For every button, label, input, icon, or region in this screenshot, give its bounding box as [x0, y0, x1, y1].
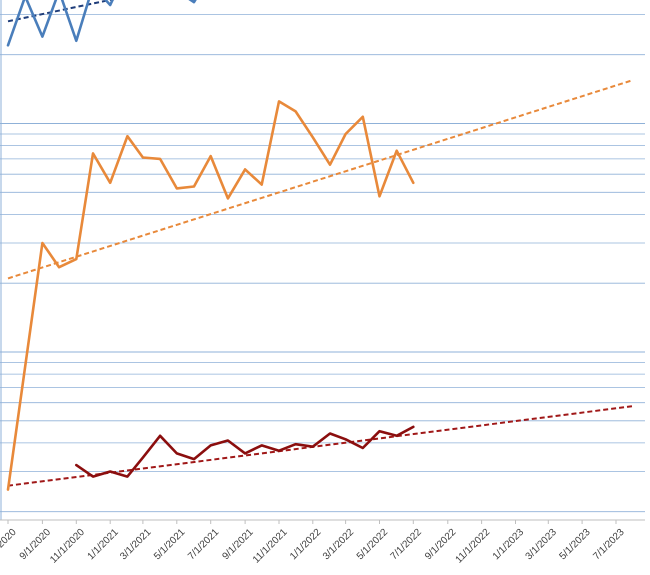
x-tick-label: 1/1/2021 — [86, 527, 122, 563]
x-tick-label: 3/1/2023 — [524, 527, 560, 563]
x-tick-label: 7/1/2021 — [186, 527, 222, 563]
x-tick-label: 5/1/2021 — [152, 527, 188, 563]
x-tick-label: 11/1/2021 — [251, 527, 290, 566]
x-tick-label: 7/1/2020 — [0, 527, 19, 563]
data-series — [6, 0, 415, 491]
x-tick-label: 1/1/2022 — [288, 527, 324, 563]
x-tick-label: 3/1/2022 — [321, 527, 357, 563]
trendline-1 — [7, 0, 115, 23]
x-tick-label: 7/1/2023 — [591, 527, 627, 563]
x-tick-label: 1/1/2023 — [491, 527, 527, 563]
series-line-1 — [6, 0, 197, 47]
x-tick-label: 7/1/2022 — [389, 527, 425, 563]
series-line-3 — [75, 425, 415, 478]
x-tick-label: 3/1/2021 — [118, 527, 154, 563]
x-tick-label: 5/1/2023 — [557, 527, 593, 563]
trendline-2 — [7, 79, 634, 280]
series-line-2 — [6, 100, 415, 491]
x-tick-label: 5/1/2022 — [355, 527, 391, 563]
x-tick-label: 11/1/2020 — [48, 527, 87, 566]
x-tick-label: 11/1/2022 — [454, 527, 493, 566]
x-axis-tick-labels: 7/1/2020 9/1/202011/1/20201/1/20213/1/202… — [0, 520, 627, 566]
gridlines — [0, 0, 645, 521]
